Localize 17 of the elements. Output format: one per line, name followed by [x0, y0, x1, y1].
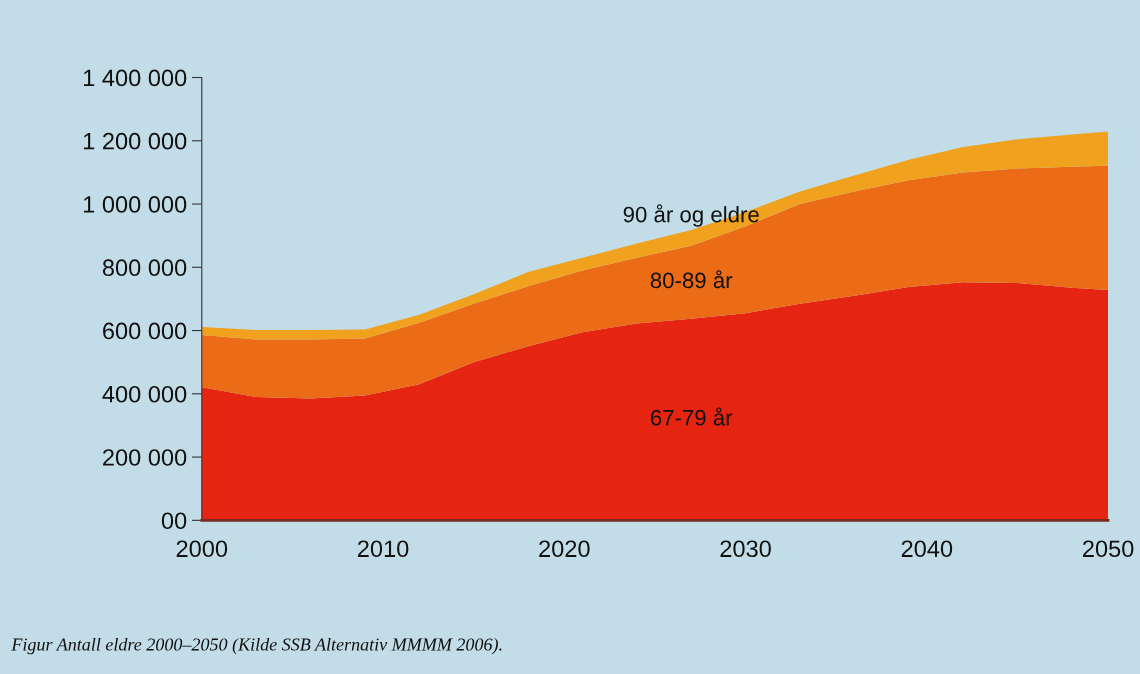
x-tick-label: 2010	[357, 540, 409, 558]
y-tick-label: 400 000	[102, 385, 187, 403]
series-label: 80-89 år	[650, 270, 733, 289]
y-tick-label: 1 200 000	[83, 132, 187, 150]
series-label: 67-79 år	[650, 407, 733, 426]
x-tick-label: 2000	[176, 540, 228, 558]
y-tick-label: 200 000	[103, 449, 187, 466]
y-tick-label: 1 000 000	[83, 196, 187, 213]
y-tick-label: 00	[161, 512, 187, 530]
x-tick-label: 2020	[539, 540, 590, 558]
y-tick-label: 1 400 000	[83, 69, 187, 87]
x-tick-label: 2030	[720, 540, 771, 558]
y-tick-label: 800 000	[102, 259, 187, 277]
y-tick-label: 600 000	[103, 322, 187, 340]
x-tick-label: 2050	[1083, 540, 1134, 558]
text: Figur Antall eldre 2000–2050 (Kilde SSB Alternativ MMMM 2006).	[11, 637, 502, 655]
x-tick-label: 2040	[901, 540, 953, 558]
